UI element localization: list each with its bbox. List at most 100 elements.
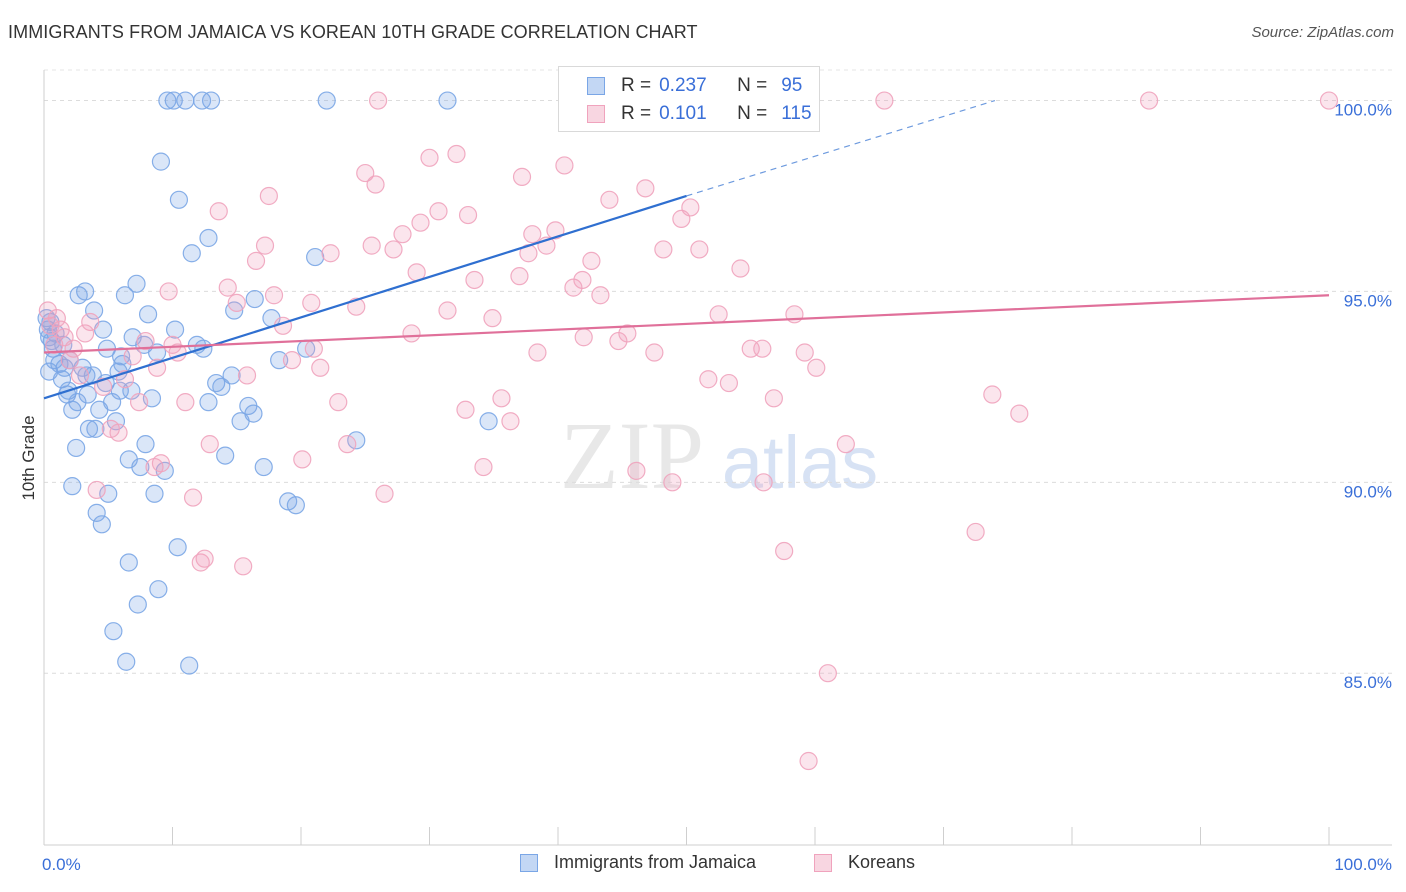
korean-point <box>627 461 646 480</box>
korean-point <box>681 198 700 217</box>
korean-point <box>209 202 228 221</box>
jamaica-point <box>180 656 199 675</box>
legend-item-jamaica[interactable]: Immigrants from Jamaica <box>520 852 756 873</box>
korean-point <box>329 393 348 412</box>
korean-point <box>411 213 430 232</box>
legend-swatch-koreans <box>587 105 605 123</box>
y-tick-label: 85.0% <box>1344 673 1392 692</box>
korean-point <box>362 236 381 255</box>
jamaica-point <box>199 228 218 248</box>
korean-point <box>237 366 257 385</box>
x-tick-label: 100.0% <box>1334 855 1392 874</box>
korean-point <box>246 251 266 270</box>
korean-point <box>875 91 894 110</box>
jamaica-point <box>222 366 241 385</box>
y-tick-label: 100.0% <box>1334 101 1392 120</box>
korean-point <box>234 557 253 576</box>
legend-row-jamaica: R = 0.237 N = 95 <box>559 72 802 100</box>
legend-r-label: R = <box>621 75 652 96</box>
jamaica-point <box>165 320 185 339</box>
korean-point <box>456 400 475 419</box>
jamaica-point <box>149 580 168 599</box>
jamaica-point <box>115 286 135 305</box>
korean-point <box>369 91 388 110</box>
korean-point <box>136 331 155 351</box>
korean-point <box>200 435 219 454</box>
jamaica-point <box>317 91 336 110</box>
y-tick-label: 90.0% <box>1344 482 1392 501</box>
legend-n-label: N = <box>737 103 768 124</box>
jamaica-point <box>438 91 457 110</box>
korean-point <box>264 286 284 305</box>
korean-point <box>356 163 375 183</box>
watermark-atlas: atlas <box>722 421 878 504</box>
korean-point <box>293 450 312 469</box>
jamaica-point <box>254 457 273 477</box>
korean-point <box>591 286 610 305</box>
jamaica-point <box>245 289 264 309</box>
korean-point <box>690 240 709 259</box>
korean-point <box>983 385 1002 404</box>
korean-point <box>663 473 682 492</box>
korean-point <box>512 167 532 186</box>
y-tick-label: 95.0% <box>1344 291 1392 310</box>
jamaica-point <box>145 484 164 503</box>
korean-point <box>94 377 113 396</box>
jamaica-point <box>119 553 138 572</box>
jamaica-point <box>216 446 235 465</box>
korean-point <box>183 488 203 507</box>
korean-point <box>753 339 772 358</box>
x-tick-label: 0.0% <box>42 855 81 874</box>
korean-point <box>636 179 655 198</box>
korean-point <box>618 324 637 343</box>
korean-point <box>807 358 826 377</box>
jamaica-point <box>63 477 82 496</box>
korean-point <box>123 347 142 366</box>
legend-r-value: 0.101 <box>659 103 707 124</box>
jamaica-point <box>168 538 187 557</box>
korean-point <box>465 270 484 290</box>
legend-r-value: 0.237 <box>659 75 707 96</box>
series-legend: Immigrants from Jamaica Koreans <box>0 852 1406 876</box>
koreans-trendline <box>43 294 1330 354</box>
korean-point <box>259 186 278 206</box>
korean-point <box>528 343 547 362</box>
korean-point <box>555 156 574 175</box>
legend-n-label: N = <box>737 75 768 96</box>
jamaica-point <box>286 496 305 515</box>
korean-point <box>429 202 448 221</box>
korean-point <box>510 267 529 286</box>
korean-point <box>402 324 421 343</box>
jamaica-point <box>113 354 132 374</box>
korean-point <box>218 278 237 297</box>
jamaica-point <box>79 419 99 438</box>
jamaica-point <box>151 152 171 171</box>
legend-item-koreans[interactable]: Koreans <box>814 852 915 873</box>
jamaica-point <box>131 457 150 477</box>
korean-point <box>483 309 502 328</box>
jamaica-point <box>182 244 201 263</box>
korean-point <box>70 366 90 385</box>
jamaica-point <box>169 190 189 209</box>
jamaica-point <box>306 247 325 267</box>
jamaica-point <box>99 484 118 503</box>
jamaica-point <box>270 351 289 370</box>
korean-point <box>709 305 728 324</box>
jamaica-point <box>86 419 105 438</box>
korean-point <box>966 522 985 542</box>
stats-legend: R = 0.237 N = 95 R = 0.101 N = 115 <box>558 66 820 132</box>
jamaica-trendline <box>43 194 687 400</box>
jamaica-point <box>127 274 146 293</box>
korean-point <box>492 389 511 408</box>
korean-point <box>699 370 718 389</box>
korean-point <box>282 351 302 370</box>
korean-point <box>375 484 394 503</box>
korean-point <box>81 312 100 332</box>
korean-point <box>302 293 321 312</box>
korean-point <box>76 324 95 343</box>
korean-point <box>159 282 178 301</box>
jamaica-trendline-extension <box>686 99 996 197</box>
jamaica-point <box>76 282 95 301</box>
jamaica-point <box>212 377 231 396</box>
